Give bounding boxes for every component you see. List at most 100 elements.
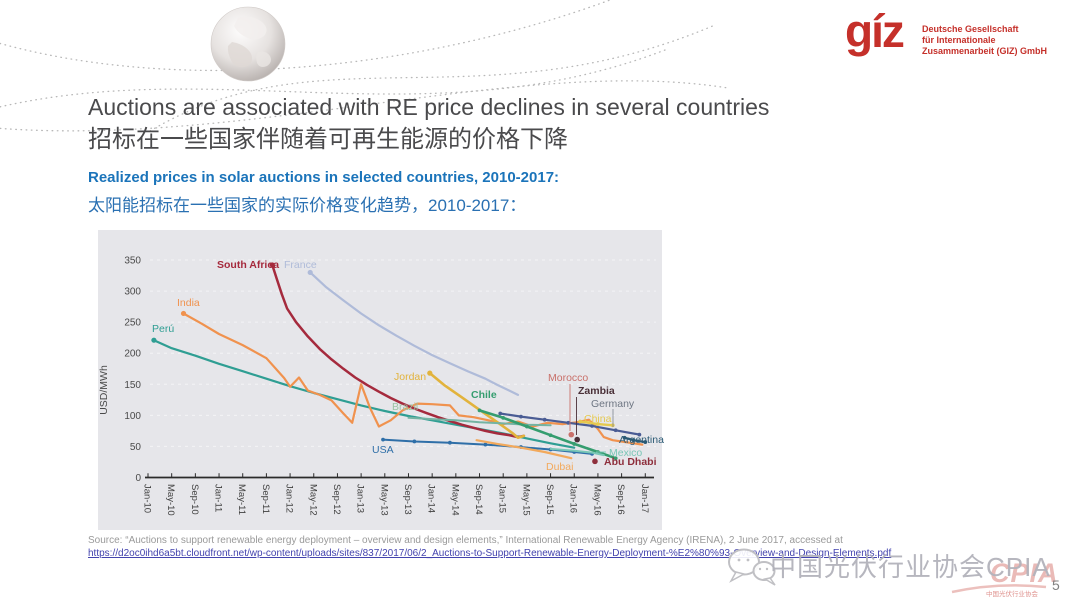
series-start-dot-peru xyxy=(151,337,157,343)
dot-morocco xyxy=(568,431,575,438)
cpia-logo-subtext: 中国光伏行业协会 xyxy=(986,589,1039,598)
x-tick-label: May-15 xyxy=(520,484,531,516)
series-start-dot-india xyxy=(180,310,187,317)
x-tick-label: Jan-16 xyxy=(568,484,579,513)
country-label-germany: Germany xyxy=(591,398,635,410)
country-label-mexico: Mexico xyxy=(609,447,642,459)
cpia-logo-watermark: CPIA 中国光伏行业协会 xyxy=(951,558,1059,598)
watermark-graphics: CPIA 中国光伏行业协会 xyxy=(728,548,1059,598)
series-marker-germany xyxy=(590,424,594,428)
source-link[interactable]: https://d2oc0ihd6a5bt.cloudfront.net/wp-… xyxy=(88,548,892,559)
cpia-logo-letters: CPIA xyxy=(990,558,1059,588)
y-axis-title: USD/MWh xyxy=(98,365,110,415)
series-marker-usa xyxy=(483,442,488,447)
giz-logo-text: Deutsche Gesellschaft für Internationale… xyxy=(922,24,1047,57)
dot-abu-dhabi xyxy=(592,458,598,465)
y-tick-label: 100 xyxy=(124,411,141,422)
series-marker-chile xyxy=(548,433,553,438)
series-marker-usa xyxy=(448,440,452,445)
x-tick-label: Jan-10 xyxy=(142,484,153,513)
slide-title-chinese: 招标在一些国家伴随着可再生能源的价格下降 xyxy=(88,126,568,153)
page-number: 5 xyxy=(1052,577,1060,593)
y-tick-label: 50 xyxy=(130,442,142,453)
series-marker-germany xyxy=(519,414,523,419)
x-tick-label: Jan-17 xyxy=(639,484,650,513)
x-tick-label: May-14 xyxy=(449,484,460,516)
series-marker-argentina xyxy=(631,438,636,443)
series-marker-chile xyxy=(501,415,506,420)
series-marker-germany xyxy=(542,417,547,422)
country-label-dubai: Dubai xyxy=(546,461,573,473)
x-tick-label: May-12 xyxy=(307,484,318,516)
series-marker-chile xyxy=(572,442,577,446)
y-tick-label: 300 xyxy=(124,287,141,298)
series-marker-chile xyxy=(613,456,618,461)
giz-logo-line2: für Internationale xyxy=(922,35,996,45)
source-citation: Source: “Auctions to support renewable e… xyxy=(88,535,843,546)
series-marker-argentina xyxy=(622,435,627,440)
chart-subtitle-english: Realized prices in solar auctions in sel… xyxy=(88,169,560,186)
country-label-jordan: Jordan xyxy=(394,371,426,383)
series-south-africa xyxy=(271,263,526,439)
cpia-logo-swoosh xyxy=(951,584,1047,594)
series-marker-germany xyxy=(566,420,571,425)
x-tick-label: Jan-14 xyxy=(426,484,437,513)
x-tick-label: May-10 xyxy=(165,484,176,516)
series-dubai xyxy=(475,439,573,460)
country-label-india: India xyxy=(177,297,200,309)
x-tick-label: May-13 xyxy=(378,484,389,516)
y-tick-label: 200 xyxy=(124,349,141,360)
series-france xyxy=(309,271,520,396)
x-tick-label: Sep-16 xyxy=(615,484,626,515)
header-decoration xyxy=(0,0,729,132)
x-tick-label: Jan-15 xyxy=(497,484,508,513)
dot-zambia xyxy=(574,436,580,443)
x-tick-label: Sep-13 xyxy=(402,484,413,515)
country-label-argentina: Argentina xyxy=(619,434,664,446)
series-marker-usa xyxy=(381,437,385,442)
country-label-morocco: Morocco xyxy=(548,372,588,384)
series-marker-argentina xyxy=(643,440,648,444)
series-start-dot-south-africa xyxy=(269,262,275,268)
series-marker-germany xyxy=(613,428,618,433)
series-marker-germany xyxy=(498,411,503,416)
country-label-brazil: Brazil xyxy=(392,401,418,413)
y-tick-label: 350 xyxy=(124,256,141,267)
country-label-france: France xyxy=(284,259,317,271)
series-marker-china xyxy=(596,422,600,426)
series-marker-china xyxy=(578,419,583,424)
series-india xyxy=(182,312,644,446)
x-tick-label: Sep-11 xyxy=(260,484,271,514)
y-tick-label: 0 xyxy=(135,473,141,484)
y-tick-label: 250 xyxy=(124,318,141,329)
x-tick-label: May-16 xyxy=(591,484,602,516)
x-tick-label: Sep-12 xyxy=(331,484,342,515)
series-mexico xyxy=(549,447,605,457)
wechat-icon xyxy=(728,548,776,586)
series-marker-usa xyxy=(412,439,417,444)
country-label-perú: Perú xyxy=(152,323,174,335)
series-marker-germany xyxy=(637,432,642,437)
country-label-chile: Chile xyxy=(471,389,497,401)
y-tick-label: 150 xyxy=(124,380,141,391)
x-tick-label: Jan-12 xyxy=(284,484,295,513)
country-label-abu-dhabi: Abu Dhabi xyxy=(604,456,657,468)
giz-logo-line1: Deutsche Gesellschaft xyxy=(922,24,1019,34)
x-tick-label: Jan-13 xyxy=(355,484,366,513)
giz-logo-line3: Zusammenarbeit (GIZ) GmbH xyxy=(922,46,1048,56)
series-start-dot-jordan xyxy=(427,370,433,376)
chart-subtitle-chinese: 太阳能招标在一些国家的实际价格变化趋势，2010-2017： xyxy=(88,196,527,215)
dotted-arcs xyxy=(0,0,729,132)
slide-title-english: Auctions are associated with RE price de… xyxy=(88,94,770,120)
series-start-dot-france xyxy=(307,269,313,276)
country-label-china: China xyxy=(584,413,612,425)
plot-background xyxy=(98,230,662,530)
series-jordan xyxy=(428,371,526,440)
series-marker-chile xyxy=(477,408,482,413)
x-tick-label: Sep-14 xyxy=(473,484,484,515)
series-marker-chile xyxy=(524,424,529,429)
solar-auction-price-chart: Jan-10 May-10 Sep-10 Jan-11 May-11 Sep-11 Jan-… xyxy=(98,230,664,530)
x-tick-label: May-11 xyxy=(236,484,247,515)
x-tick-label: Sep-15 xyxy=(544,484,555,515)
x-tick-label: Sep-10 xyxy=(189,484,200,515)
